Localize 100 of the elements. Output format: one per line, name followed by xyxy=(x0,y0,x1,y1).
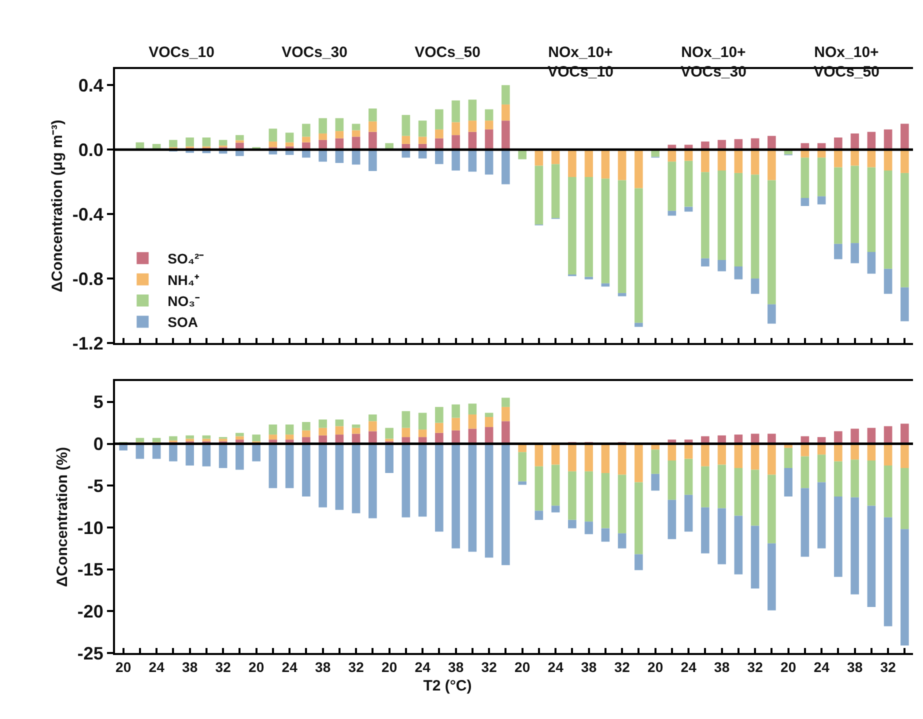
bar xyxy=(302,430,310,438)
bar xyxy=(285,444,294,488)
bar xyxy=(468,404,477,414)
bar xyxy=(136,142,144,149)
x-tick-label: 20 xyxy=(382,658,398,675)
bar xyxy=(468,444,477,552)
bar xyxy=(701,444,710,466)
bar xyxy=(584,276,593,280)
x-tick-label: 24 xyxy=(814,658,830,675)
bar xyxy=(318,140,327,150)
bar xyxy=(484,109,494,121)
bar xyxy=(385,444,394,474)
bar xyxy=(701,507,710,554)
bar xyxy=(202,138,211,146)
bar xyxy=(768,444,776,475)
bar xyxy=(850,497,859,594)
bar xyxy=(718,260,726,272)
bar xyxy=(734,266,743,280)
bar xyxy=(768,136,776,150)
bar xyxy=(634,150,643,188)
x-tick-label: 20 xyxy=(780,658,796,675)
x-tick-label: 32 xyxy=(215,658,232,675)
bar xyxy=(302,136,310,142)
y-tick-label: -20 xyxy=(77,601,104,622)
bar xyxy=(285,434,294,440)
bar xyxy=(418,430,427,438)
bar xyxy=(668,162,676,211)
chart-title: NOx_10+ VOCs_50 xyxy=(814,44,880,80)
bar xyxy=(236,140,244,143)
x-axis-title: T2 (°C) xyxy=(423,677,472,694)
bar xyxy=(152,438,161,442)
bar xyxy=(834,496,842,577)
bar xyxy=(502,104,510,121)
bar xyxy=(268,434,278,440)
bar xyxy=(834,167,842,244)
bar xyxy=(584,522,593,534)
bar xyxy=(335,118,344,132)
bar xyxy=(718,140,726,150)
bar xyxy=(268,142,278,148)
bar xyxy=(718,170,726,260)
bar xyxy=(750,470,760,526)
x-tick-label: 38 xyxy=(581,658,597,675)
bar xyxy=(551,444,560,465)
bar xyxy=(385,438,394,442)
bar xyxy=(268,128,278,142)
bar xyxy=(684,458,693,495)
bar xyxy=(850,444,859,460)
x-tick-label: 38 xyxy=(448,658,464,675)
bar xyxy=(768,150,776,180)
bar xyxy=(452,150,460,171)
bar xyxy=(518,452,526,482)
bar xyxy=(518,481,526,485)
bar xyxy=(236,444,244,470)
bar xyxy=(884,444,892,466)
bar xyxy=(452,418,460,430)
bar xyxy=(834,461,842,496)
bar xyxy=(484,150,494,175)
bar xyxy=(900,468,909,530)
bar xyxy=(302,422,310,430)
bar xyxy=(484,416,494,428)
bar xyxy=(701,150,710,172)
bar xyxy=(468,132,477,150)
bar xyxy=(402,136,410,144)
bar xyxy=(452,100,460,122)
bar xyxy=(618,444,626,475)
bar xyxy=(734,468,743,516)
bar xyxy=(502,421,510,444)
bar xyxy=(834,150,842,168)
bar xyxy=(352,136,360,150)
bar xyxy=(601,528,610,542)
bar xyxy=(817,482,826,548)
bar xyxy=(502,120,510,150)
bar xyxy=(368,121,377,132)
bar xyxy=(568,520,576,528)
bar xyxy=(584,150,593,177)
bar xyxy=(169,444,178,462)
bar xyxy=(900,529,909,646)
bar xyxy=(318,420,327,428)
x-tick-label: 32 xyxy=(880,658,896,675)
bar xyxy=(302,124,310,137)
bar xyxy=(701,466,710,508)
y-tick-label: -15 xyxy=(77,560,104,580)
bar xyxy=(318,428,327,436)
bar xyxy=(750,150,760,175)
x-tick-label: 38 xyxy=(315,658,331,675)
x-tick-label: 24 xyxy=(282,658,298,675)
bar xyxy=(750,278,760,294)
bar xyxy=(202,444,211,466)
bar xyxy=(784,448,792,468)
y-tick-label: 0.4 xyxy=(78,75,104,96)
bar xyxy=(452,122,460,136)
bar xyxy=(568,471,576,520)
bar xyxy=(601,473,610,528)
chart-title: VOCs_50 xyxy=(414,44,480,61)
bar xyxy=(817,454,826,482)
y-tick-label: 0.0 xyxy=(78,140,104,160)
bar xyxy=(402,428,410,438)
bar xyxy=(484,129,494,150)
bar xyxy=(618,293,626,296)
bar xyxy=(551,506,560,512)
